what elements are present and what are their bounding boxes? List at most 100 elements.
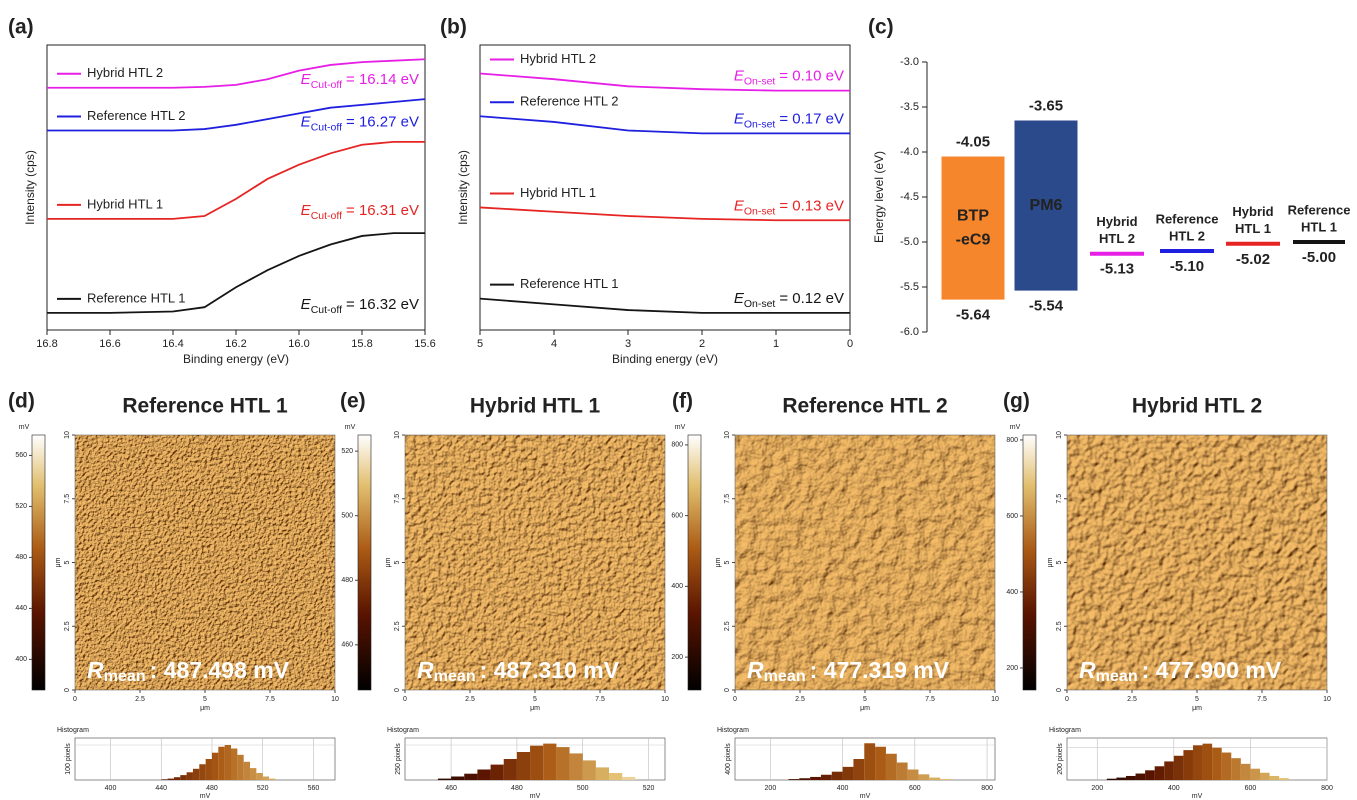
histogram-bar: [799, 778, 811, 780]
value-label: -5.64: [956, 307, 991, 324]
histogram-title: Histogram: [717, 727, 749, 734]
y-tick-label: 0: [64, 688, 71, 692]
histogram-bar: [262, 776, 270, 780]
y-tick-label: -4.0: [900, 146, 919, 158]
series-line: [47, 141, 425, 220]
x-tick-label: 7.5: [265, 696, 275, 703]
y-tick-label: 2.5: [64, 621, 71, 631]
annotation-text: : 487.498 mV: [150, 657, 290, 683]
kpfm-image: [1067, 435, 1327, 690]
colorbar-tick-label: 800: [671, 442, 683, 449]
histogram-bar: [569, 753, 583, 780]
x-tick-label: 10: [1323, 696, 1331, 703]
y-tick-label: 7.5: [394, 494, 401, 504]
annotation-symbol: R: [87, 657, 104, 683]
x-tick-label: 200: [1091, 785, 1103, 792]
colorbar: [357, 434, 372, 691]
histogram-bar: [192, 768, 200, 780]
annotation: Rmean: 487.498 mV: [87, 657, 290, 685]
colorbar-tick-label: 500: [341, 513, 353, 520]
colorbar-tick-label: 440: [15, 605, 27, 612]
histogram-bar: [1125, 775, 1136, 780]
x-tick-label: 5: [477, 338, 483, 350]
colorbar-tick-label: 600: [671, 512, 683, 519]
histogram-bar: [205, 759, 212, 780]
histogram-bar: [1192, 745, 1203, 780]
colorbar-tick-label: 400: [15, 656, 27, 663]
value-label: -5.02: [1236, 251, 1270, 268]
annotation: EOn-set = 0.10 eV: [734, 68, 844, 88]
level-label: Reference: [1288, 202, 1351, 217]
histogram-bar: [622, 776, 636, 780]
x-tick-label: 0: [73, 696, 77, 703]
series-line: [47, 232, 425, 314]
panel-label: (c): [868, 16, 894, 39]
x-tick-label: 520: [643, 785, 655, 792]
annotation: Rmean: 477.900 mV: [1079, 657, 1282, 685]
histogram-bar: [186, 772, 193, 780]
annotation: ECut-off = 16.32 eV: [301, 296, 419, 316]
x-axis-label: μm: [530, 705, 540, 712]
energy-bar: [1014, 120, 1078, 291]
annotation-symbol: E: [734, 197, 745, 214]
x-tick-label: 0: [1065, 696, 1069, 703]
histogram-bar: [269, 778, 276, 780]
x-tick-label: 15.6: [414, 338, 435, 350]
colorbar-tick-label: 460: [341, 642, 353, 649]
y-tick-label: 0: [724, 688, 731, 692]
y-tick-label: -3.0: [900, 56, 919, 68]
panel-label: (d): [8, 390, 35, 413]
level-label: HTL 2: [1169, 228, 1205, 243]
y-tick-label: 7.5: [724, 494, 731, 504]
x-tick-label: 480: [511, 785, 523, 792]
y-tick-label: -3.5: [900, 101, 919, 113]
histogram-bar: [842, 766, 854, 780]
histogram-bar: [199, 764, 206, 780]
histogram-bar: [530, 745, 544, 780]
x-tick-label: 520: [257, 785, 269, 792]
value-label: -4.05: [956, 133, 990, 150]
colorbar-tick-label: 480: [341, 577, 353, 584]
legend-label: Reference HTL 1: [87, 290, 186, 305]
histogram-bar: [1164, 761, 1174, 780]
legend-label: Hybrid HTL 2: [520, 51, 596, 66]
annotation: ECut-off = 16.31 eV: [301, 202, 419, 222]
annotation-text: = 16.31 eV: [346, 202, 419, 219]
y-axis-label: Intensity (cps): [23, 150, 37, 225]
x-axis-label: mV: [200, 793, 211, 800]
x-tick-label: 0: [847, 338, 853, 350]
y-axis-label: μm: [715, 557, 722, 567]
x-tick-label: 16.8: [36, 338, 57, 350]
y-axis-label: μm: [55, 557, 62, 567]
histogram-bar: [490, 764, 504, 780]
y-tick-label: 2.5: [394, 621, 401, 631]
histogram-bar: [853, 759, 865, 780]
histogram-bar: [1135, 773, 1146, 780]
colorbar-tick-label: 800: [1006, 437, 1018, 444]
energy-bar: [941, 156, 1005, 300]
annotation-symbol: R: [417, 657, 434, 683]
legend-label: Reference HTL 2: [87, 108, 186, 123]
x-tick-label: 2.5: [135, 696, 145, 703]
kpfm-image: [735, 435, 995, 690]
histogram-bar: [1183, 750, 1193, 780]
histogram-bar: [940, 778, 951, 780]
annotation-subscript: On-set: [744, 205, 776, 217]
legend-label: Hybrid HTL 1: [87, 196, 163, 211]
histogram-bar: [161, 779, 168, 780]
x-axis-label: Binding energy (eV): [612, 352, 718, 366]
x-tick-label: 2.5: [1127, 696, 1137, 703]
x-axis-label: μm: [860, 705, 870, 712]
y-axis-label: Energy level (eV): [872, 151, 886, 243]
y-tick-label: 5: [724, 560, 731, 564]
y-tick-label: 2.5: [724, 621, 731, 631]
panel-label: (e): [340, 390, 366, 413]
x-tick-label: 15.8: [351, 338, 372, 350]
histogram-bar: [231, 748, 238, 780]
histogram-bar: [1269, 775, 1280, 780]
annotation-subscript: On-set: [744, 298, 776, 310]
x-tick-label: 5: [203, 696, 207, 703]
histogram-title: Histogram: [387, 727, 419, 734]
panel-title: Hybrid HTL 1: [470, 395, 601, 418]
